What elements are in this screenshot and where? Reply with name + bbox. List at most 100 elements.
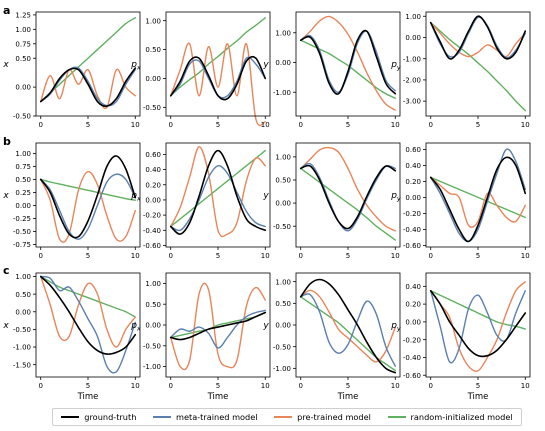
x-tick-label: 0: [298, 121, 302, 129]
x-tick-label: 0: [428, 121, 432, 129]
y-tick-label: -0.40: [403, 226, 421, 234]
panel-c4: -0.60 -0.40 -0.20 0.00 0.20 0.40 0 5 10 py Time: [390, 272, 531, 402]
x-tick-label: 5: [346, 252, 350, 260]
y-axis-label: py: [390, 60, 401, 72]
panel-b1: -0.75 -0.50 -0.25 0.00 0.25 0.50 0.75 1.00 0 5 10 x: [2, 142, 141, 260]
y-tick-label: 0.40: [405, 283, 421, 291]
y-axis-label: px: [130, 191, 141, 203]
series-line-pre-trained: [300, 15, 396, 111]
x-tick-label: 10: [131, 382, 140, 390]
y-axis-label: x: [2, 60, 9, 70]
y-tick-label: 1.00: [15, 26, 31, 34]
series-line-ground-truth: [299, 29, 397, 95]
y-tick-label: -0.60: [403, 372, 421, 380]
y-tick-label: 1.00: [15, 273, 31, 281]
y-axis-label: px: [130, 60, 141, 72]
y-tick-label: -0.60: [143, 242, 161, 250]
legend-swatch-ground-truth: [61, 416, 80, 418]
panel-b3: -0.50 0.00 0.50 1.00 0 5 10 y: [262, 142, 401, 260]
series-line-meta-trained: [40, 66, 136, 107]
y-tick-label: 0.50: [275, 300, 291, 308]
x-tick-label: 0: [38, 252, 42, 260]
y-tick-label: -0.40: [403, 354, 421, 362]
x-tick-label: 10: [521, 121, 530, 129]
y-tick-label: 0.00: [145, 197, 161, 205]
series-line-random-initialized: [430, 176, 526, 219]
y-tick-label: -0.75: [13, 241, 31, 249]
x-tick-label: 0: [428, 382, 432, 390]
series-line-pre-trained: [40, 170, 136, 243]
series-line-random-initialized: [170, 17, 266, 97]
y-tick-label: -1.00: [273, 365, 291, 373]
y-tick-label: -0.50: [273, 223, 291, 231]
legend-swatch-random-initialized: [387, 416, 406, 418]
y-tick-label: 0.40: [405, 162, 421, 170]
series-line-pre-trained: [40, 275, 136, 348]
y-tick-label: -0.50: [143, 104, 161, 112]
x-tick-label: 5: [216, 252, 220, 260]
y-tick-label: -0.50: [273, 343, 291, 351]
axes-frame: [35, 11, 141, 117]
y-tick-label: -0.20: [403, 210, 421, 218]
series-line-ground-truth: [39, 67, 137, 108]
legend-label-meta-trained: meta-trained model: [175, 412, 258, 422]
x-tick-label: 0: [428, 252, 432, 260]
y-tick-label: -0.50: [13, 326, 31, 334]
y-tick-label: -3.00: [403, 98, 421, 106]
axes-frame: [425, 272, 531, 378]
y-tick-label: 0.60: [145, 151, 161, 159]
panel-a1: -0.50 0.00 0.50 0.75 1.00 1.25 0 5 10 x: [2, 11, 141, 129]
series-line-pre-trained: [170, 146, 266, 238]
panel-b4: -0.60 -0.40 -0.20 0.00 0.20 0.40 0.60 0 5 10 py: [390, 142, 531, 260]
row-label-a: a: [3, 4, 10, 17]
y-tick-label: -2.00: [403, 77, 421, 85]
y-tick-label: -0.40: [143, 227, 161, 235]
panel-c1: -1.50 -1.00 -0.50 0.00 0.50 1.00 0 5 10 x Time: [2, 272, 141, 402]
y-tick-label: -0.50: [13, 228, 31, 236]
y-tick-label: 1.00: [145, 280, 161, 288]
y-tick-label: 0.50: [15, 176, 31, 184]
series-line-pre-trained: [430, 176, 526, 228]
axes-frame: [295, 272, 401, 378]
series-line-random-initialized: [40, 17, 136, 103]
x-tick-label: 10: [391, 252, 400, 260]
y-tick-label: 1.00: [275, 29, 291, 37]
y-tick-label: -1.00: [403, 55, 421, 63]
series-line-pre-trained: [300, 146, 396, 232]
y-axis-label: px: [130, 321, 141, 333]
y-axis-label: y: [262, 60, 269, 70]
x-tick-label: 10: [261, 252, 270, 260]
series-line-ground-truth: [39, 275, 137, 355]
series-line-random-initialized: [170, 311, 266, 339]
series-line-meta-trained: [170, 165, 266, 232]
row-label-b: b: [3, 135, 11, 148]
y-tick-label: -1.00: [143, 363, 161, 371]
series-line-meta-trained: [170, 309, 266, 349]
x-tick-label: 0: [298, 382, 302, 390]
legend-label-ground-truth: ground-truth: [84, 412, 137, 422]
x-tick-label: 5: [216, 121, 220, 129]
y-tick-label: -0.20: [403, 336, 421, 344]
y-axis-label: y: [262, 191, 269, 201]
y-tick-label: 0.00: [145, 322, 161, 330]
series-line-random-initialized: [40, 275, 136, 318]
y-tick-label: 0.25: [15, 189, 31, 197]
legend-item: random-initialized model: [387, 412, 513, 422]
y-tick-label: 0.00: [405, 318, 421, 326]
x-axis-label: Time: [77, 392, 99, 402]
y-tick-label: 0.00: [15, 84, 31, 92]
y-axis-label: x: [2, 321, 9, 331]
x-tick-label: 5: [476, 121, 480, 129]
y-tick-label: 0.75: [15, 163, 31, 171]
x-tick-label: 10: [131, 121, 140, 129]
series-line-pre-trained: [170, 282, 266, 371]
panel-c3: -1.00 -0.50 0.00 0.50 1.00 0 5 10 y Time: [262, 272, 401, 402]
series-line-pre-trained: [170, 42, 266, 127]
y-tick-label: 0.50: [145, 301, 161, 309]
x-tick-label: 10: [521, 382, 530, 390]
y-tick-label: 0.20: [145, 181, 161, 189]
legend-label-random-initialized: random-initialized model: [410, 412, 513, 422]
y-tick-label: -1.00: [273, 89, 291, 97]
y-tick-label: 0.50: [275, 177, 291, 185]
